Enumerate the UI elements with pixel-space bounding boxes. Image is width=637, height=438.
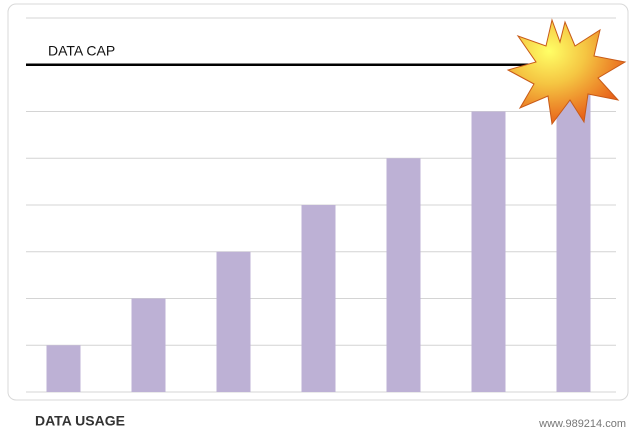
bar — [216, 251, 251, 392]
cap: DATA CAP — [26, 42, 560, 66]
bar — [386, 158, 421, 392]
bar — [471, 111, 506, 392]
bar — [131, 298, 166, 392]
x-axis-label: DATA USAGE — [35, 413, 125, 429]
burst-icon — [506, 18, 627, 126]
bar — [301, 205, 336, 392]
bar — [46, 345, 81, 392]
bars — [46, 64, 591, 392]
watermark: www.989214.com — [538, 418, 626, 430]
cap-label: DATA CAP — [48, 42, 115, 58]
